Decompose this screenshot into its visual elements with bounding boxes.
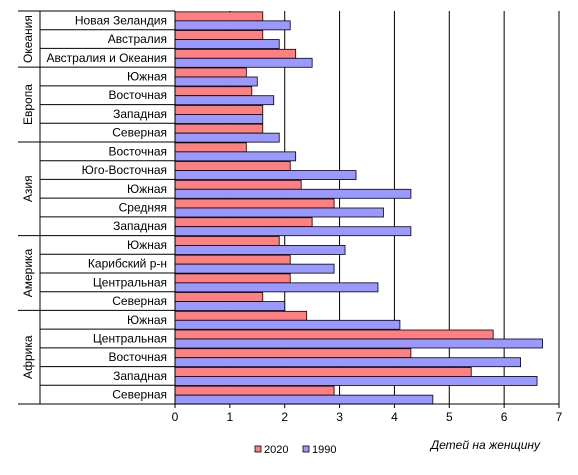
category-label: Южная: [127, 70, 167, 84]
bar-2020-11: [174, 217, 313, 228]
bar-1990-0: [174, 20, 291, 31]
category-label: Восточная: [109, 88, 168, 102]
bar-1990-16: [174, 319, 401, 330]
group-label: Океания: [21, 15, 35, 63]
category-labels: Новая Зеландия Австралия Австралия и Океан…: [46, 13, 167, 401]
category-label: Западная: [113, 107, 167, 121]
group-label: Америка: [21, 248, 35, 297]
bar-1990-17: [174, 338, 543, 349]
category-label: Южная: [127, 238, 167, 252]
bar-1990-4: [174, 95, 275, 106]
bar-1990-6: [174, 132, 280, 143]
bar-2020-18: [174, 348, 412, 359]
bar-1990-2: [174, 57, 313, 68]
bar-1990-11: [174, 226, 412, 237]
group-label: Африка: [21, 335, 35, 379]
bar-2020-12: [174, 236, 280, 246]
legend-swatch-2020: [254, 445, 262, 453]
bar-1990-19: [174, 376, 538, 386]
x-tick-labels: 0 1 2 3 4 5 6 7: [172, 410, 563, 424]
bar-1990-7: [174, 151, 297, 162]
bar-2020-17: [174, 329, 494, 340]
category-label: Юго-Восточная: [82, 163, 167, 177]
x-tick-label: 4: [391, 410, 398, 424]
bar-2020-13: [174, 254, 291, 265]
legend-label-1990: 1990: [312, 444, 336, 456]
category-label: Центральная: [93, 275, 167, 289]
bar-2020-7: [174, 142, 247, 153]
bar-2020-5: [174, 105, 264, 115]
category-label: Восточная: [109, 144, 168, 158]
x-tick-label: 5: [446, 410, 453, 424]
group-label: Европа: [21, 84, 35, 125]
legend-label-2020: 2020: [264, 444, 288, 456]
category-label: Карибский р-н: [88, 257, 167, 271]
bar-1990-18: [174, 357, 522, 368]
x-tick-label: 7: [556, 410, 563, 424]
bar-1990-3: [174, 76, 258, 87]
bar-1990-1: [174, 39, 280, 49]
x-tick-label: 3: [336, 410, 343, 424]
bar-2020-6: [174, 123, 264, 134]
bar-2020-20: [174, 385, 335, 396]
category-label: Австралия и Океания: [46, 51, 167, 65]
category-label: Новая Зеландия: [75, 13, 167, 27]
x-axis-label: Детей на женщину: [429, 438, 541, 452]
group-labels: Океания Европа Азия Америка Африка: [21, 15, 35, 379]
bar-2020-8: [174, 161, 291, 171]
bar-1990-20: [174, 394, 434, 405]
bar-2020-2: [174, 48, 297, 59]
bar-1990-8: [174, 170, 357, 180]
bar-2020-14: [174, 273, 291, 284]
bar-1990-13: [174, 263, 335, 274]
x-tick-label: 2: [281, 410, 288, 424]
bars: [174, 11, 543, 405]
category-label: Австралия: [108, 32, 167, 46]
bar-1990-5: [174, 114, 264, 124]
bar-1990-9: [174, 188, 412, 199]
category-label: Северная: [112, 388, 167, 402]
x-tick-label: 6: [501, 410, 508, 424]
category-label: Центральная: [93, 332, 167, 346]
bar-2020-0: [174, 11, 264, 22]
legend: 2020 1990: [254, 444, 336, 456]
bar-2020-19: [174, 367, 472, 377]
category-label: Восточная: [109, 350, 168, 364]
bar-2020-16: [174, 310, 308, 321]
category-label: Средняя: [119, 201, 167, 215]
bar-1990-14: [174, 282, 379, 293]
bar-1990-12: [174, 245, 346, 255]
x-tick-label: 1: [227, 410, 234, 424]
category-label: Южная: [127, 182, 167, 196]
bar-2020-15: [174, 292, 264, 302]
group-label: Азия: [21, 175, 35, 202]
bar-1990-15: [174, 301, 286, 311]
legend-swatch-1990: [302, 445, 310, 453]
category-label: Южная: [127, 313, 167, 327]
bar-2020-9: [174, 179, 302, 190]
category-label: Западная: [113, 369, 167, 383]
bar-2020-3: [174, 67, 247, 78]
axes: [18, 10, 560, 408]
category-label: Северная: [112, 294, 167, 308]
bar-2020-4: [174, 86, 253, 97]
x-tick-label: 0: [172, 410, 179, 424]
bar-2020-1: [174, 30, 264, 40]
category-label: Западная: [113, 219, 167, 233]
category-label: Северная: [112, 126, 167, 140]
bar-1990-10: [174, 207, 384, 218]
bar-2020-10: [174, 198, 335, 209]
